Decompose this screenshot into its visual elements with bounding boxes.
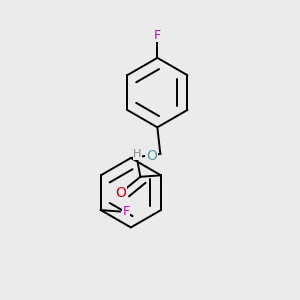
Text: H: H [133, 149, 142, 159]
Text: F: F [122, 205, 129, 218]
Text: F: F [154, 28, 161, 42]
Text: O: O [146, 149, 157, 163]
Text: O: O [115, 186, 126, 200]
